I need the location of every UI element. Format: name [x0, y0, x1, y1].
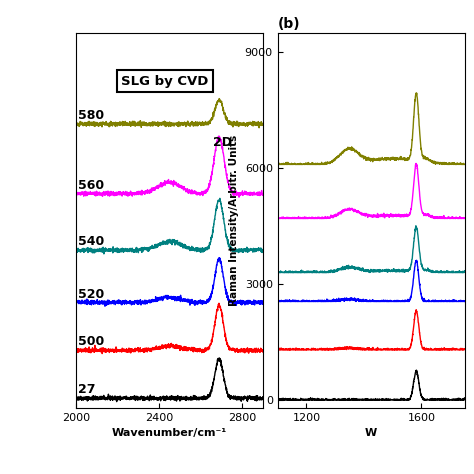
- Text: 520: 520: [78, 288, 104, 301]
- Y-axis label: Raman Intensity/Arbitr. Units: Raman Intensity/Arbitr. Units: [229, 135, 239, 306]
- X-axis label: Wavenumber/cm⁻¹: Wavenumber/cm⁻¹: [112, 428, 227, 438]
- Text: 560: 560: [78, 179, 104, 191]
- Text: 2D: 2D: [213, 137, 232, 149]
- Text: 500: 500: [78, 336, 104, 348]
- Text: 27: 27: [78, 383, 95, 396]
- X-axis label: W: W: [365, 428, 377, 438]
- Text: (b): (b): [278, 17, 301, 31]
- Text: SLG by CVD: SLG by CVD: [121, 74, 209, 88]
- Text: 540: 540: [78, 235, 104, 248]
- Text: 580: 580: [78, 109, 104, 122]
